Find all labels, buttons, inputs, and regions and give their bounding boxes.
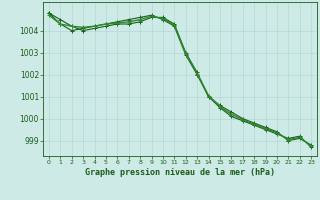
X-axis label: Graphe pression niveau de la mer (hPa): Graphe pression niveau de la mer (hPa) xyxy=(85,168,275,177)
